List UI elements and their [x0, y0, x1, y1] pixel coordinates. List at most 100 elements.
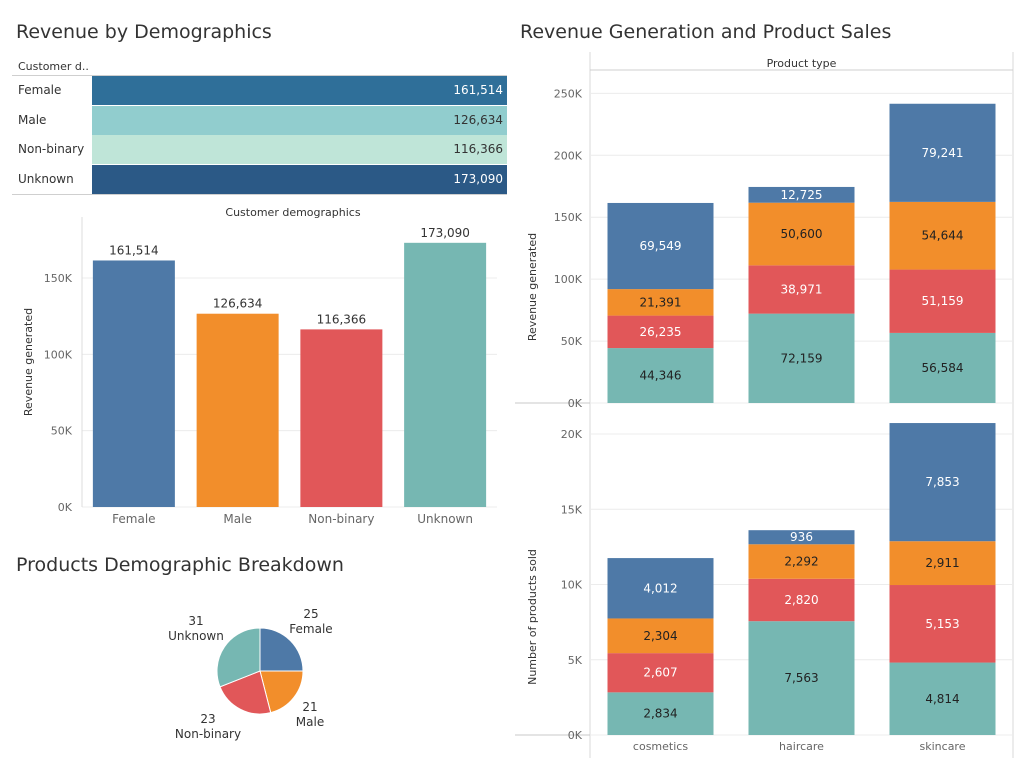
segment-value-label: 56,584	[922, 361, 964, 375]
y-tick-label: 150K	[554, 211, 583, 224]
x-tick-label: cosmetics	[633, 740, 688, 753]
revenue-generation-title: Revenue Generation and Product Sales	[520, 21, 892, 43]
bar-non-binary[interactable]	[300, 329, 383, 507]
pie-slice-value: 31	[188, 614, 203, 628]
x-tick-label: Unknown	[417, 512, 473, 526]
bar-female[interactable]	[92, 260, 175, 507]
pie-slice-value: 21	[302, 700, 317, 714]
bar-value-label: 126,634	[213, 297, 263, 311]
table-row-female[interactable]: 161,514	[92, 76, 507, 105]
table-row-value-male: 126,634	[453, 113, 503, 127]
table-row-label-female: Female	[18, 83, 62, 97]
units-segment-cosmetics[interactable]	[607, 692, 714, 735]
table-row-label-male: Male	[18, 113, 47, 127]
revenue-segment-cosmetics[interactable]	[607, 289, 714, 316]
units-segment-haircare[interactable]	[748, 530, 855, 545]
segment-value-label: 2,911	[925, 556, 959, 570]
x-tick-label: Female	[112, 512, 155, 526]
revenue-segment-skincare[interactable]	[889, 201, 996, 270]
pie-slice-value: 23	[200, 712, 215, 726]
y-axis-label: Number of products sold	[526, 549, 539, 685]
table-bottom-divider	[12, 194, 507, 195]
y-axis-label: Revenue generated	[22, 308, 35, 416]
pie-slice-label: Unknown	[168, 629, 224, 643]
revenue-segment-skincare[interactable]	[889, 269, 996, 333]
bar-value-label: 173,090	[420, 226, 470, 240]
pie-slice-label: Male	[296, 715, 324, 729]
bar-value-label: 161,514	[109, 243, 159, 257]
segment-value-label: 50,600	[781, 227, 823, 241]
units-segment-cosmetics[interactable]	[607, 558, 714, 619]
pie-slice-unknown[interactable]	[216, 627, 261, 688]
units-segment-skincare[interactable]	[889, 423, 996, 542]
units-segment-haircare[interactable]	[748, 578, 855, 622]
y-tick-label: 250K	[554, 87, 583, 100]
pie-slice-non-binary[interactable]	[219, 670, 272, 715]
pie-slice-male[interactable]	[259, 670, 304, 714]
revenue-segment-haircare[interactable]	[748, 265, 855, 314]
x-tick-label: skincare	[920, 740, 966, 753]
table-row-label-nonbinary: Non-binary	[18, 142, 85, 156]
units-segment-cosmetics[interactable]	[607, 653, 714, 693]
pie-slice-female[interactable]	[259, 627, 304, 672]
segment-value-label: 2,304	[643, 629, 677, 643]
units-segment-skincare[interactable]	[889, 662, 996, 735]
pie-slice-value: 25	[303, 607, 318, 621]
revenue-segment-haircare[interactable]	[748, 202, 855, 266]
table-row-value-female: 161,514	[453, 83, 503, 97]
segment-value-label: 72,159	[781, 351, 823, 365]
pie-slice-label: Non-binary	[175, 727, 241, 741]
y-axis-label: Revenue generated	[526, 233, 539, 341]
segment-value-label: 2,834	[643, 707, 677, 721]
bar-unknown[interactable]	[404, 242, 487, 507]
x-tick-label: Non-binary	[308, 512, 374, 526]
units-segment-skincare[interactable]	[889, 541, 996, 586]
product-type-header: Product type	[767, 57, 837, 70]
segment-value-label: 54,644	[922, 229, 964, 243]
y-tick-label: 0K	[58, 501, 73, 514]
units-segment-cosmetics[interactable]	[607, 618, 714, 654]
segment-value-label: 2,820	[784, 593, 818, 607]
revenue-segment-haircare[interactable]	[748, 313, 855, 403]
table-row-unknown[interactable]: 173,090	[92, 165, 507, 194]
revenue-segment-cosmetics[interactable]	[607, 315, 714, 349]
x-tick-label: haircare	[779, 740, 824, 753]
revenue-segment-skincare[interactable]	[889, 332, 996, 403]
table-row-nonbinary[interactable]: 116,366	[92, 135, 507, 164]
revenue-segment-cosmetics[interactable]	[607, 202, 714, 290]
segment-value-label: 79,241	[922, 146, 964, 160]
segment-value-label: 936	[790, 530, 813, 544]
y-tick-label: 20K	[561, 428, 583, 441]
y-tick-label: 100K	[44, 348, 73, 361]
table-row-value-unknown: 173,090	[453, 172, 503, 186]
units-segment-haircare[interactable]	[748, 621, 855, 735]
segment-value-label: 7,853	[925, 475, 959, 489]
revenue-by-demographics-title: Revenue by Demographics	[16, 21, 272, 43]
demographics-chart-title: Customer demographics	[225, 206, 360, 219]
revenue-segment-cosmetics[interactable]	[607, 348, 714, 403]
segment-value-label: 4,012	[643, 581, 677, 595]
units-segment-skincare[interactable]	[889, 585, 996, 663]
segment-value-label: 5,153	[925, 617, 959, 631]
segment-value-label: 2,292	[784, 555, 818, 569]
segment-value-label: 38,971	[781, 283, 823, 297]
product-type-charts: Product type 0K 50K 100K 150K 200K 250K Revenue…	[515, 52, 1014, 758]
revenue-segment-skincare[interactable]	[889, 103, 996, 202]
products-demographic-breakdown-title: Products Demographic Breakdown	[16, 554, 344, 576]
units-segment-haircare[interactable]	[748, 544, 855, 579]
bar-value-label: 116,366	[317, 312, 367, 326]
y-tick-label: 15K	[561, 503, 583, 516]
table-row-value-nonbinary: 116,366	[453, 142, 503, 156]
segment-value-label: 2,607	[643, 666, 677, 680]
segment-value-label: 7,563	[784, 671, 818, 685]
segment-value-label: 44,346	[640, 369, 682, 383]
table-header: Customer d..	[18, 60, 89, 73]
bar-male[interactable]	[196, 313, 279, 507]
y-tick-label: 50K	[561, 335, 583, 348]
segment-value-label: 4,814	[925, 692, 959, 706]
table-row-male[interactable]: 126,634	[92, 106, 507, 135]
segment-value-label: 26,235	[640, 325, 682, 339]
revenue-segment-haircare[interactable]	[748, 186, 855, 203]
table-header-divider	[12, 75, 507, 76]
